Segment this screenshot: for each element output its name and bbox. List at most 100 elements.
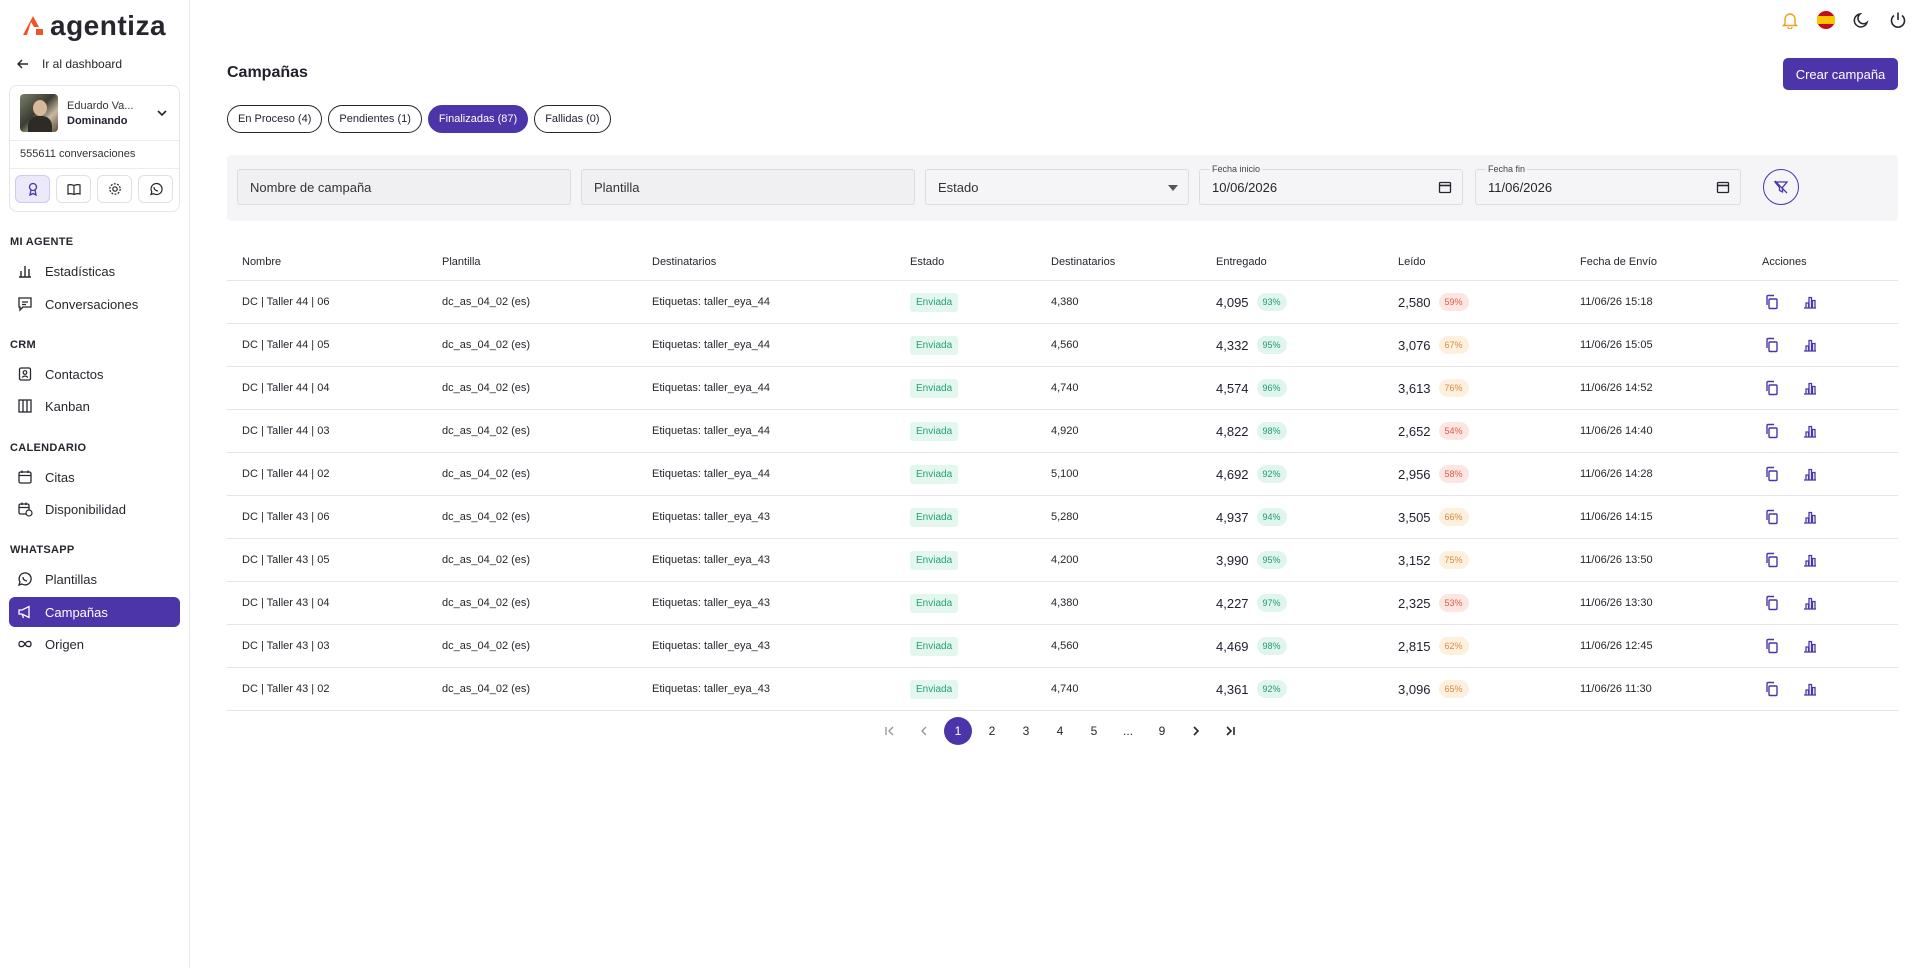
campaign-name-input[interactable]: Nombre de campaña (237, 169, 571, 205)
next-page-button[interactable] (1182, 717, 1210, 745)
duplicate-button[interactable] (1762, 550, 1782, 570)
settings-button[interactable] (97, 175, 132, 203)
chevron-down-icon[interactable] (155, 106, 169, 120)
back-link-label: Ir al dashboard (42, 57, 123, 71)
calendar-icon[interactable] (1438, 180, 1452, 194)
clear-filters-button[interactable] (1763, 169, 1799, 205)
kanban-icon (18, 399, 32, 413)
stats-button[interactable] (1800, 636, 1820, 656)
read-pct-badge: 62% (1438, 637, 1469, 655)
cell-recipients: 4,560 (1051, 339, 1079, 351)
filter-bar: Nombre de campaña Plantilla Estado Fecha… (227, 155, 1898, 221)
duplicate-button[interactable] (1762, 593, 1782, 613)
duplicate-button[interactable] (1762, 636, 1782, 656)
page-button[interactable]: 4 (1056, 724, 1064, 738)
create-campaign-button[interactable]: Crear campaña (1783, 58, 1898, 90)
page-button[interactable]: 2 (988, 724, 996, 738)
duplicate-button[interactable] (1762, 679, 1782, 699)
page-button[interactable]: 3 (1022, 724, 1030, 738)
stats-button[interactable] (1800, 335, 1820, 355)
col-header-entregado: Entregado (1216, 255, 1267, 268)
stats-button[interactable] (1800, 378, 1820, 398)
copy-icon (1766, 509, 1778, 525)
copy-icon (1766, 423, 1778, 439)
duplicate-button[interactable] (1762, 335, 1782, 355)
knowledge-button[interactable] (56, 175, 91, 203)
cell-recipients: 4,560 (1051, 640, 1079, 652)
last-page-button[interactable] (1216, 717, 1244, 745)
sidebar-item-estadisticas[interactable]: Estadísticas (9, 256, 180, 286)
sidebar-item-label: Origen (45, 636, 85, 652)
language-selector[interactable] (1816, 10, 1836, 30)
page-button[interactable]: 9 (1158, 724, 1166, 738)
tab-finalizadas[interactable]: Finalizadas (87) (427, 105, 529, 133)
tab-en-proceso[interactable]: En Proceso (4) (227, 105, 323, 133)
tab-pendientes[interactable]: Pendientes (1) (328, 105, 422, 133)
agent-badge-icon (28, 182, 37, 196)
table-row: DC | Taller 44 | 06 dc_as_04_02 (es) Etiqu… (227, 281, 1898, 324)
sidebar-item-disponibilidad[interactable]: Disponibilidad (9, 494, 180, 524)
back-to-dashboard-link[interactable]: Ir al dashboard (16, 57, 122, 71)
cell-recipients: 4,200 (1051, 554, 1079, 566)
bar-chart-icon (1804, 296, 1816, 309)
status-select[interactable]: Estado (925, 169, 1189, 205)
stats-button[interactable] (1800, 593, 1820, 613)
prev-page-button[interactable] (910, 717, 938, 745)
bar-chart-icon (1804, 597, 1816, 610)
sidebar-item-conversaciones[interactable]: Conversaciones (9, 289, 180, 319)
cell-delivered: 4,361 (1216, 681, 1249, 697)
cell-read: 2,325 (1398, 595, 1431, 611)
sidebar-item-citas[interactable]: Citas (9, 462, 180, 492)
cell-name: DC | Taller 44 | 02 (242, 468, 330, 480)
tab-fallidas[interactable]: Fallidas (0) (534, 105, 611, 133)
section-calendario: CALENDARIO (10, 442, 87, 454)
stats-button[interactable] (1800, 421, 1820, 441)
notifications-button[interactable] (1780, 10, 1800, 30)
page-title: Campañas (227, 64, 308, 81)
start-date-field[interactable]: Fecha inicio 10/06/2026 (1199, 164, 1463, 205)
stats-button[interactable] (1800, 507, 1820, 527)
stats-button[interactable] (1800, 679, 1820, 699)
duplicate-button[interactable] (1762, 421, 1782, 441)
cell-read: 3,505 (1398, 509, 1431, 525)
duplicate-button[interactable] (1762, 507, 1782, 527)
template-input[interactable]: Plantilla (581, 169, 915, 205)
bar-chart-icon (1804, 382, 1816, 395)
stats-button[interactable] (1800, 464, 1820, 484)
cell-template: dc_as_04_02 (es) (442, 382, 531, 394)
cell-template: dc_as_04_02 (es) (442, 468, 531, 480)
end-date-field[interactable]: Fecha fin 11/06/2026 (1475, 164, 1741, 205)
calendar-icon[interactable] (1716, 180, 1730, 194)
table-row: DC | Taller 43 | 03 dc_as_04_02 (es) Etiqu… (227, 625, 1898, 668)
duplicate-button[interactable] (1762, 292, 1782, 312)
sidebar-item-plantillas[interactable]: Plantillas (9, 564, 180, 594)
cell-template: dc_as_04_02 (es) (442, 511, 531, 523)
dark-mode-toggle[interactable] (1852, 10, 1872, 30)
sidebar-item-kanban[interactable]: Kanban (9, 391, 180, 421)
stats-button[interactable] (1800, 550, 1820, 570)
cell-template: dc_as_04_02 (es) (442, 554, 531, 566)
brand-logo[interactable]: agentiza (20, 10, 166, 42)
duplicate-button[interactable] (1762, 378, 1782, 398)
logout-button[interactable] (1888, 10, 1908, 30)
status-badge: Enviada (910, 636, 959, 656)
cell-read: 3,152 (1398, 552, 1431, 568)
agentiza-logo-icon (23, 16, 43, 35)
infinity-icon (18, 640, 32, 648)
page-button[interactable]: 5 (1090, 724, 1098, 738)
agent-tab-button[interactable] (15, 175, 50, 203)
sidebar-item-contactos[interactable]: Contactos (9, 359, 180, 389)
bell-icon (1782, 13, 1798, 29)
sidebar-item-origen[interactable]: Origen (9, 629, 180, 659)
cell-date: 11/06/26 11:30 (1580, 683, 1652, 695)
profile-selector[interactable]: Eduardo Va... Dominando (10, 86, 179, 141)
sidebar-item-label: Estadísticas (45, 263, 116, 279)
sidebar-item-campanas[interactable]: Campañas (9, 597, 180, 627)
first-page-button[interactable] (876, 717, 904, 745)
page-button[interactable]: 1 (944, 717, 972, 745)
whatsapp-button[interactable] (138, 175, 173, 203)
duplicate-button[interactable] (1762, 464, 1782, 484)
stats-button[interactable] (1800, 292, 1820, 312)
cell-delivered: 4,692 (1216, 466, 1249, 482)
cell-date: 11/06/26 13:30 (1580, 597, 1653, 609)
